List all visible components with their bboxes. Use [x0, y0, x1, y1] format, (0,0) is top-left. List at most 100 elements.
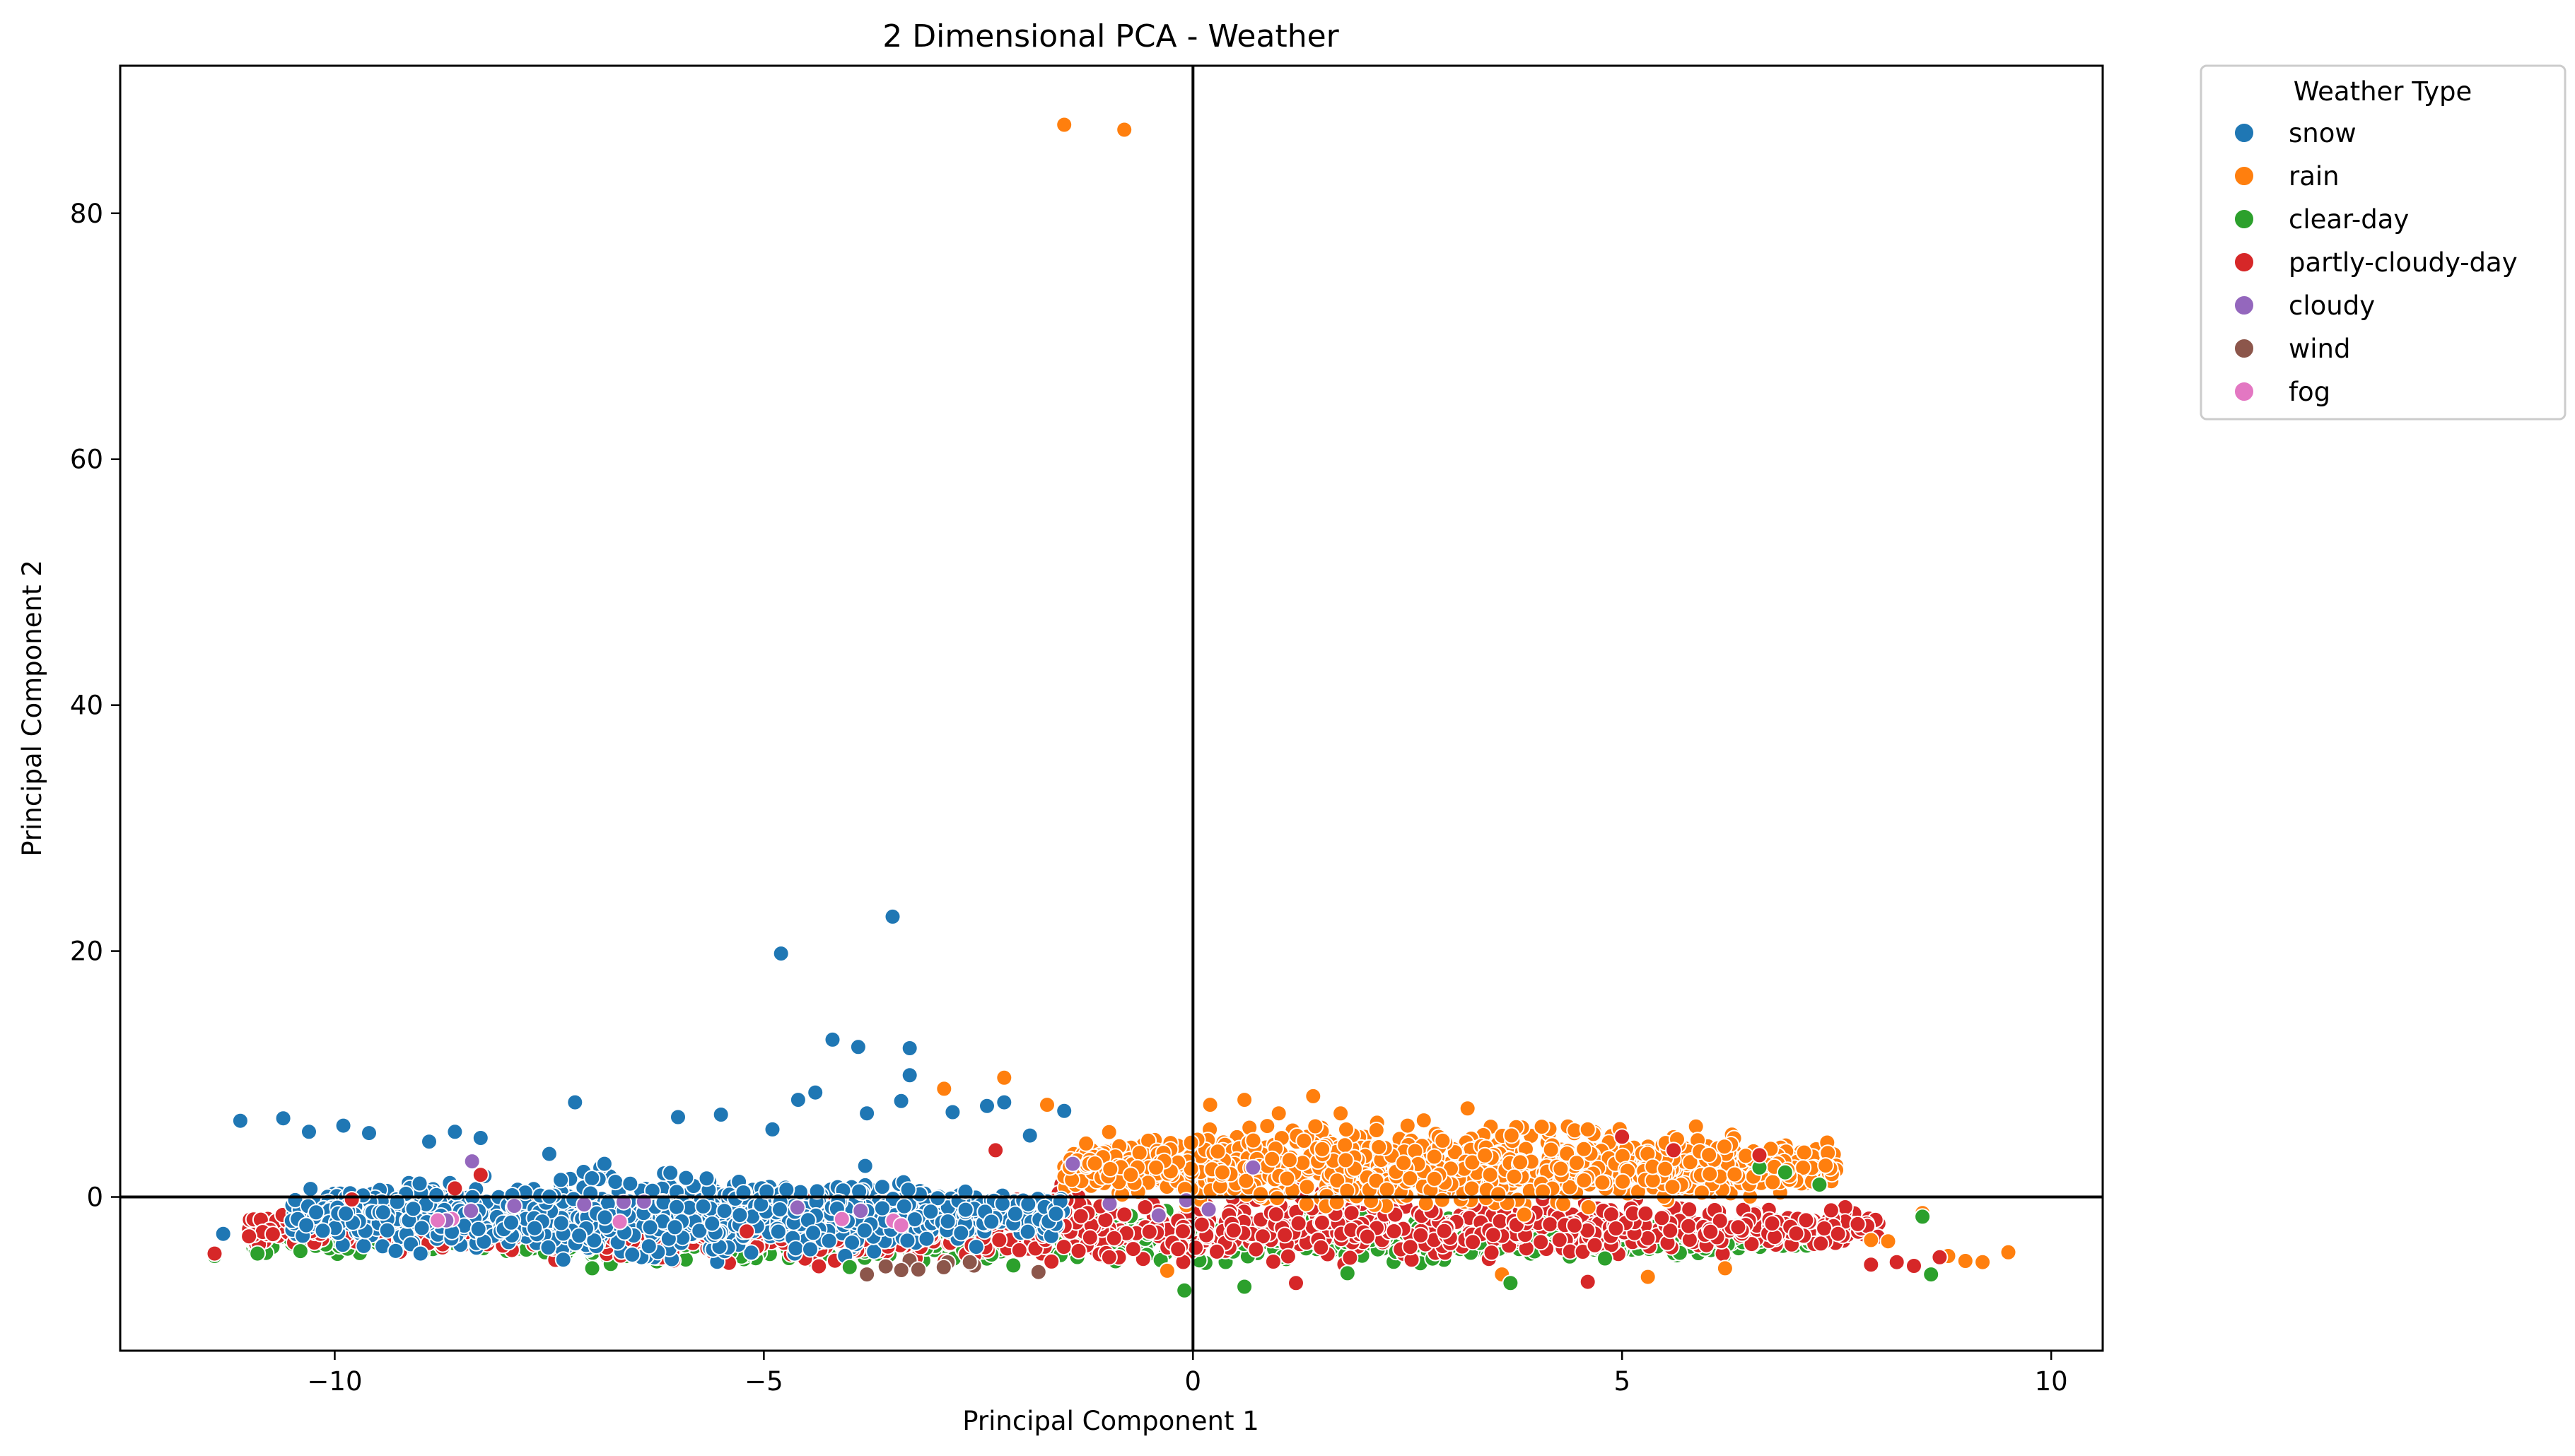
rain-point: [1552, 1160, 1570, 1178]
cloudy-point: [1244, 1158, 1262, 1176]
partly-cloudy-day-point: [1435, 1222, 1453, 1240]
rain-point: [1148, 1158, 1164, 1176]
snow-point: [355, 1237, 373, 1255]
snow-point: [703, 1215, 721, 1233]
rain-point: [1568, 1154, 1585, 1172]
partly-cloudy-day-point: [240, 1228, 258, 1245]
snow-point: [843, 1234, 861, 1252]
partly-cloudy-day-point: [1905, 1257, 1922, 1274]
rain-point: [1314, 1140, 1331, 1158]
snow-point: [892, 1092, 910, 1110]
snow-point: [387, 1242, 404, 1260]
rain-point: [1297, 1195, 1315, 1213]
snow-point: [957, 1201, 974, 1219]
partly-cloudy-day-point: [1081, 1228, 1099, 1246]
clear-day-point: [841, 1258, 858, 1276]
rain-point: [1879, 1233, 1897, 1250]
rain-point: [1337, 1151, 1355, 1169]
rain-point: [1338, 1121, 1355, 1138]
rain-point: [1505, 1168, 1523, 1185]
partly-cloudy-day-point: [1116, 1206, 1133, 1223]
snow-point: [698, 1170, 716, 1187]
snow-point: [540, 1145, 558, 1163]
partly-cloudy-day-point: [1662, 1222, 1679, 1240]
partly-cloudy-day-point: [1070, 1242, 1087, 1260]
snow-point: [308, 1204, 325, 1221]
rain-point: [1078, 1134, 1095, 1152]
partly-cloudy-day-point: [1043, 1252, 1061, 1270]
rain-point: [1561, 1178, 1579, 1196]
rain-point: [1270, 1105, 1288, 1122]
rain-point: [1579, 1120, 1596, 1138]
clear-day-point: [1005, 1257, 1022, 1274]
snow-point: [995, 1093, 1013, 1111]
rain-point: [1681, 1153, 1699, 1171]
partly-cloudy-day-point: [1681, 1201, 1698, 1219]
rain-point: [1481, 1166, 1499, 1184]
partly-cloudy-day-point: [1290, 1214, 1307, 1232]
snow-point: [666, 1219, 684, 1236]
snow-point: [552, 1171, 570, 1189]
rain-point: [1158, 1262, 1176, 1279]
partly-cloudy-day-point: [343, 1191, 361, 1208]
rain-point: [1244, 1132, 1262, 1149]
x-axis: −10 −5 0 5 10: [307, 1351, 2068, 1397]
snow-point: [856, 1157, 874, 1175]
rain-point: [1237, 1172, 1255, 1190]
rain-point: [1122, 1166, 1140, 1184]
snow-point: [1047, 1205, 1065, 1223]
rain-point: [1378, 1181, 1396, 1199]
legend-box: [2200, 64, 2567, 421]
snow-point: [411, 1175, 428, 1192]
clear-day-point: [1811, 1176, 1828, 1194]
rain-point: [1214, 1163, 1231, 1181]
x-axis-label: Principal Component 1: [962, 1406, 1259, 1436]
snow-point: [1020, 1195, 1037, 1213]
cloudy-point: [1064, 1155, 1082, 1173]
legend-label-clear-day: clear-day: [2289, 204, 2409, 235]
partly-cloudy-day-point: [1105, 1229, 1123, 1247]
partly-cloudy-day-point: [1174, 1223, 1191, 1240]
points-layer: [206, 116, 2017, 1299]
snow-point: [314, 1222, 332, 1240]
partly-cloudy-day-point: [738, 1223, 756, 1240]
partly-cloudy-day-point: [1401, 1238, 1419, 1256]
snow-point: [595, 1155, 613, 1173]
snow-point: [901, 1040, 918, 1057]
rain-point: [1533, 1118, 1551, 1136]
y-tick-label: 0: [86, 1182, 103, 1213]
snow-point: [952, 1224, 970, 1242]
snow-point: [694, 1197, 712, 1215]
rain-point: [1817, 1157, 1835, 1175]
y-tick-label: 20: [70, 937, 103, 967]
snow-point: [472, 1129, 489, 1146]
partly-cloudy-day-point: [1412, 1226, 1430, 1244]
snow-point: [404, 1200, 422, 1218]
snow-point: [583, 1170, 601, 1187]
rain-point: [1201, 1096, 1219, 1114]
partly-cloudy-day-point: [1743, 1235, 1761, 1253]
reference-lines: [120, 66, 2103, 1351]
snow-point: [731, 1207, 749, 1224]
partly-cloudy-day-point: [1485, 1226, 1502, 1244]
snow-point: [895, 1197, 913, 1215]
partly-cloudy-day-point: [1541, 1216, 1559, 1233]
partly-cloudy-day-point: [1862, 1256, 1880, 1274]
legend-label-snow: snow: [2289, 118, 2357, 148]
snow-point: [428, 1186, 445, 1204]
partly-cloudy-day-point: [1140, 1223, 1158, 1240]
partly-cloudy-day-point: [1341, 1249, 1359, 1267]
cloudy-point: [788, 1199, 806, 1216]
snow-point: [374, 1204, 392, 1221]
rain-point: [1502, 1127, 1520, 1144]
partly-cloudy-day-point: [1680, 1217, 1698, 1235]
rain-point: [1367, 1122, 1385, 1139]
snow-point: [957, 1182, 974, 1200]
rain-point: [1304, 1087, 1322, 1105]
rain-point: [1594, 1174, 1611, 1192]
snow-point: [851, 1182, 868, 1200]
rain-point: [1395, 1154, 1413, 1172]
rain-point: [1716, 1138, 1733, 1156]
partly-cloudy-day-point: [446, 1180, 464, 1197]
